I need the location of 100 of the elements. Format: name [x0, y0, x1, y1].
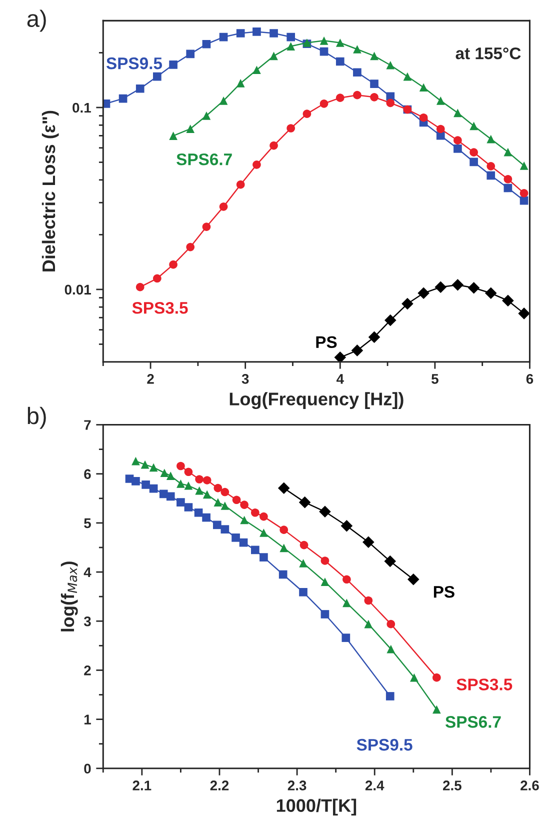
point: [342, 598, 351, 608]
point: [320, 610, 330, 618]
point: [132, 456, 140, 466]
point: [518, 308, 530, 320]
point: [166, 492, 175, 501]
point: [320, 556, 330, 565]
point: [386, 98, 395, 108]
point: [486, 162, 496, 170]
y-tick-label: 7: [84, 420, 91, 430]
point: [470, 148, 478, 157]
point: [280, 544, 288, 552]
point: [214, 484, 222, 492]
point: [202, 513, 210, 522]
point: [236, 79, 245, 88]
point: [202, 490, 212, 499]
series-label: SPS6.7: [176, 153, 232, 166]
y-tick-label: 4: [84, 568, 92, 578]
point: [454, 108, 462, 118]
text: SPS9.5: [356, 738, 412, 751]
point: [436, 96, 445, 105]
point: [176, 480, 185, 488]
point: [270, 52, 278, 60]
point: [386, 692, 394, 700]
x-tick-label: 5: [432, 374, 438, 384]
point: [300, 540, 308, 550]
y-tick-label: 1: [84, 714, 91, 724]
point: [140, 460, 150, 469]
series-label: SPS6.7: [445, 716, 501, 728]
x-tick-label: 2.3: [288, 780, 306, 790]
point: [236, 29, 245, 38]
point: [368, 331, 380, 343]
point: [419, 113, 428, 122]
point: [384, 314, 396, 326]
point: [320, 578, 330, 586]
y-tick-label: 0: [84, 764, 91, 774]
point: [342, 575, 351, 584]
y-tick-label: 3: [84, 616, 91, 626]
point: [353, 90, 362, 100]
point: [220, 502, 230, 510]
point: [486, 171, 496, 180]
point: [286, 124, 296, 132]
point: [251, 546, 260, 554]
point: [454, 144, 462, 153]
point: [184, 503, 193, 512]
point: [402, 298, 414, 310]
point: [136, 84, 144, 93]
series-label: SPS3.5: [456, 678, 512, 690]
point: [408, 574, 420, 586]
point: [486, 134, 496, 144]
point: [504, 148, 512, 156]
x-axis-title: 1000/T[K]: [276, 798, 356, 816]
point: [270, 29, 278, 38]
x-tick-label: 2.1: [132, 780, 152, 790]
series-label: PS: [434, 586, 454, 598]
point: [252, 66, 261, 74]
point: [336, 38, 344, 47]
point: [432, 673, 441, 682]
point: [364, 596, 373, 605]
point: [342, 634, 350, 642]
point: [195, 475, 204, 484]
point: [298, 496, 311, 508]
point: [320, 47, 328, 56]
series-label: SPS3.5: [132, 302, 188, 314]
point: [502, 294, 514, 307]
point: [419, 83, 428, 92]
point: [184, 481, 193, 490]
point: [302, 110, 312, 118]
point: [260, 512, 268, 521]
point: [232, 534, 240, 542]
y-tick-label: 2: [84, 666, 91, 676]
point: [132, 477, 140, 486]
point: [299, 588, 308, 596]
point: [504, 174, 512, 184]
point: [410, 673, 418, 682]
y-tick-label: 5: [84, 518, 91, 528]
point: [484, 287, 497, 300]
point: [362, 536, 374, 548]
point: [286, 42, 296, 50]
point: [166, 472, 175, 480]
point: [153, 274, 162, 283]
point: [353, 68, 362, 77]
point: [520, 161, 528, 170]
point: [403, 72, 412, 81]
point: [470, 122, 478, 130]
point: [452, 278, 464, 291]
point: [153, 72, 162, 81]
point: [251, 508, 260, 517]
point: [169, 260, 178, 269]
point: [136, 282, 144, 292]
point: [219, 32, 228, 42]
point: [186, 124, 195, 133]
point: [220, 488, 230, 496]
point: [239, 538, 248, 547]
x-tick-label: 3: [242, 374, 249, 384]
point: [176, 498, 185, 506]
point: [236, 180, 245, 189]
point: [219, 202, 228, 211]
point: [240, 516, 248, 524]
point: [176, 462, 185, 470]
point: [386, 60, 395, 70]
